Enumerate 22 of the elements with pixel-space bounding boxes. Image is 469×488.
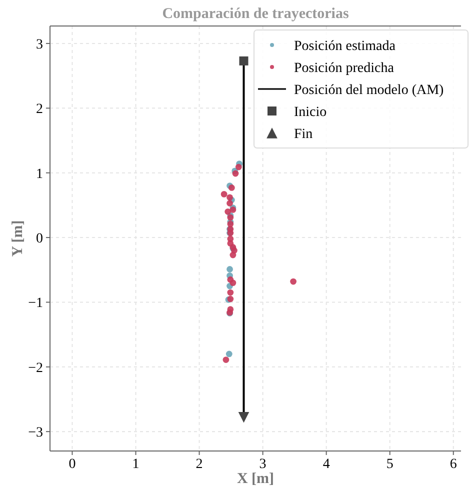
x-tick-label: 6 (450, 457, 457, 472)
x-axis-title: X [m] (236, 471, 274, 487)
chart-title: Comparación de trayectorias (162, 6, 349, 22)
x-tick-label: 4 (322, 457, 330, 472)
legend-label: Posición estimada (294, 39, 396, 54)
y-tick-label: 1 (36, 166, 43, 182)
y-tick-label: 0 (36, 232, 43, 247)
legend-label: Posición predicha (294, 61, 395, 76)
y-tick-label: 3 (36, 37, 43, 52)
y-tick-label: −2 (28, 360, 43, 376)
legend-label: Posición del modelo (AM) (294, 83, 444, 98)
x-tick-label: 0 (68, 457, 76, 472)
x-tick-label: 2 (196, 457, 203, 472)
x-tick-label: 5 (386, 457, 394, 472)
y-tick-label: 2 (36, 102, 43, 118)
legend-label: Inicio (294, 105, 327, 120)
x-tick-label: 3 (259, 457, 266, 472)
x-tick-label: 1 (132, 457, 140, 472)
y-tick-label: −1 (28, 296, 43, 312)
y-tick-label: −3 (28, 426, 43, 441)
y-axis-title: Y [m] (10, 220, 26, 257)
legend-label: Fin (294, 127, 313, 142)
